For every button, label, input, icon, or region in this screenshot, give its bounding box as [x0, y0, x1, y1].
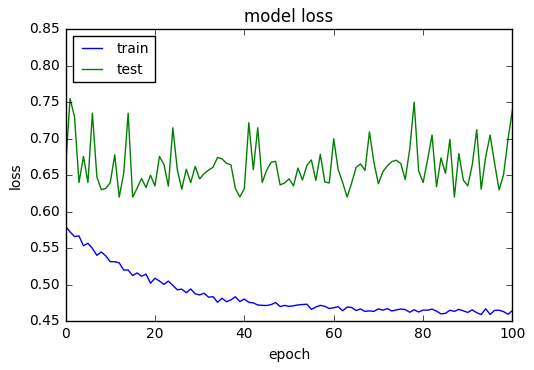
- Legend: train, test: train, test: [73, 36, 155, 82]
- Title: model loss: model loss: [245, 9, 334, 26]
- test: [406, 147, 413, 152]
- train: [93, 253, 100, 258]
- train: [478, 312, 484, 317]
- test: [384, 164, 390, 168]
- train: [397, 307, 404, 311]
- train: [174, 287, 180, 292]
- test: [67, 96, 73, 101]
- train: [62, 224, 69, 229]
- test: [183, 167, 190, 171]
- Y-axis label: loss: loss: [9, 162, 22, 189]
- test: [116, 195, 122, 199]
- Line: test: test: [66, 98, 513, 197]
- test: [98, 188, 105, 192]
- train: [331, 306, 337, 310]
- test: [62, 165, 69, 170]
- test: [509, 107, 516, 112]
- test: [277, 183, 284, 187]
- Line: train: train: [66, 226, 513, 314]
- train: [509, 308, 516, 313]
- test: [340, 180, 346, 185]
- train: [375, 307, 382, 311]
- X-axis label: epoch: epoch: [268, 348, 310, 361]
- train: [268, 302, 274, 307]
